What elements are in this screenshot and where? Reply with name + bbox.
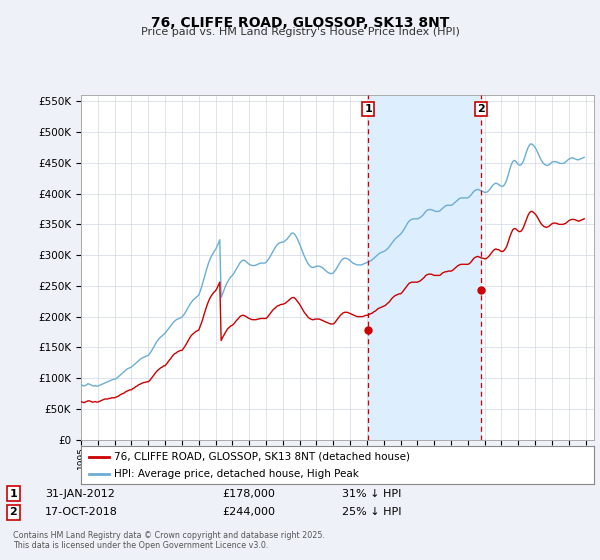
- Text: 31-JAN-2012: 31-JAN-2012: [45, 489, 115, 499]
- Text: 2: 2: [10, 507, 17, 517]
- Text: 25% ↓ HPI: 25% ↓ HPI: [342, 507, 401, 517]
- Text: 17-OCT-2018: 17-OCT-2018: [45, 507, 118, 517]
- Text: 76, CLIFFE ROAD, GLOSSOP, SK13 8NT (detached house): 76, CLIFFE ROAD, GLOSSOP, SK13 8NT (deta…: [115, 451, 410, 461]
- Text: £178,000: £178,000: [222, 489, 275, 499]
- Text: 1: 1: [10, 489, 17, 499]
- Bar: [368, 95, 481, 440]
- Text: £244,000: £244,000: [222, 507, 275, 517]
- Text: HPI: Average price, detached house, High Peak: HPI: Average price, detached house, High…: [115, 469, 359, 479]
- Text: 1: 1: [364, 104, 372, 114]
- Text: 2: 2: [477, 104, 485, 114]
- Text: 76, CLIFFE ROAD, GLOSSOP, SK13 8NT: 76, CLIFFE ROAD, GLOSSOP, SK13 8NT: [151, 16, 449, 30]
- Text: Price paid vs. HM Land Registry's House Price Index (HPI): Price paid vs. HM Land Registry's House …: [140, 27, 460, 37]
- Text: Contains HM Land Registry data © Crown copyright and database right 2025.
This d: Contains HM Land Registry data © Crown c…: [13, 531, 325, 550]
- Text: 31% ↓ HPI: 31% ↓ HPI: [342, 489, 401, 499]
